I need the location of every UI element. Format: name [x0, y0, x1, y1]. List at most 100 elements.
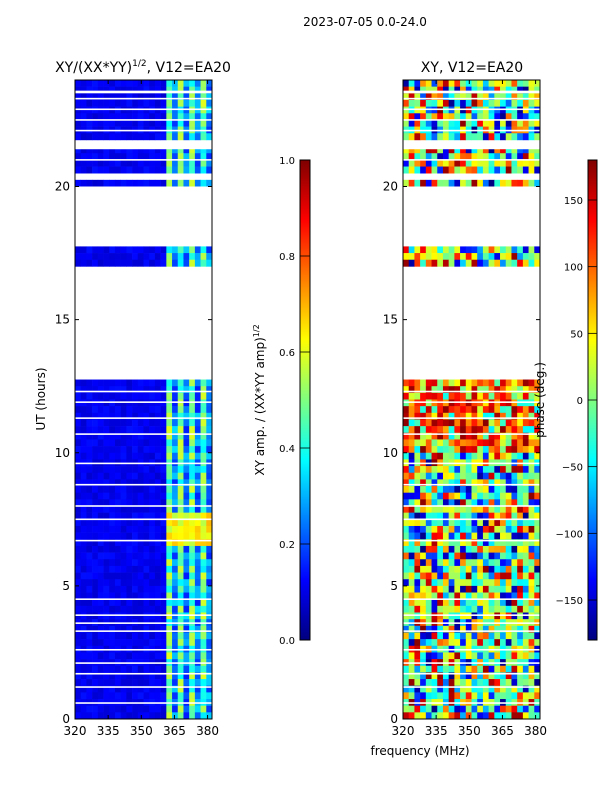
right-heat-cell: [431, 499, 438, 507]
left-heat-cell: [200, 512, 207, 520]
left-heat-cell: [177, 446, 184, 454]
left-heat-cell: [206, 93, 213, 101]
left-heat-cell: [103, 585, 110, 593]
right-heat-cell: [488, 113, 495, 121]
left-heatmap: [75, 80, 213, 720]
right-heat-cell: [505, 506, 512, 513]
left-heat-cell: [75, 605, 82, 613]
right-heat-cell: [425, 512, 432, 520]
left-heat-cell: [114, 246, 121, 254]
left-heat-cell: [177, 253, 184, 261]
left-heat-cell: [149, 392, 156, 400]
left-heat-cell: [206, 113, 213, 121]
left-heat-cell: [132, 592, 139, 600]
left-heat-cell: [86, 705, 93, 713]
left-heat-cell: [143, 499, 150, 507]
right-heat-cell: [500, 625, 507, 633]
left-heat-cell: [86, 119, 93, 127]
right-heat-cell: [471, 439, 478, 447]
left-heat-cell: [109, 572, 116, 580]
right-heat-cell: [505, 632, 512, 640]
left-heat-cell: [86, 592, 93, 600]
right-heat-cell: [488, 585, 495, 593]
right-heat-cell: [522, 605, 529, 613]
left-heat-cell: [126, 605, 133, 613]
left-heat-cell: [80, 119, 87, 127]
right-heat-cell: [522, 439, 529, 447]
right-heat-cell: [522, 525, 529, 533]
left-heat-cell: [126, 386, 133, 394]
left-heat-cell: [172, 472, 179, 480]
left-heat-cell: [114, 605, 121, 613]
left-heat-cell: [75, 579, 82, 587]
left-heat-cell: [120, 446, 127, 454]
left-heat-cell: [114, 426, 121, 434]
right-heat-cell: [425, 612, 432, 620]
left-heat-cell: [114, 432, 121, 440]
left-heat-cell: [143, 625, 150, 633]
right-heat-cell: [471, 605, 478, 613]
left-heat-cell: [183, 665, 190, 673]
right-heat-cell: [494, 159, 501, 167]
left-heat-cell: [149, 599, 156, 607]
right-heat-cell: [505, 712, 512, 720]
right-heat-cell: [408, 506, 415, 513]
right-x-tick-label: 350: [458, 724, 481, 738]
right-heat-cell: [403, 605, 410, 613]
right-heat-cell: [505, 80, 512, 87]
right-heat-cell: [477, 572, 484, 580]
right-heat-cell: [460, 406, 467, 414]
left-heat-cell: [177, 545, 184, 553]
left-heat-cell: [183, 86, 190, 94]
left-heat-cell: [120, 585, 127, 593]
right-heat-cell: [460, 672, 467, 680]
right-heat-cell: [437, 579, 444, 587]
right-heat-cell: [477, 639, 484, 647]
left-heat-cell: [177, 552, 184, 560]
right-heat-cell: [403, 539, 410, 547]
left-heat-cell: [143, 552, 150, 560]
right-heat-cell: [414, 439, 421, 447]
left-heat-cell: [177, 532, 184, 540]
left-heat-cell: [177, 632, 184, 640]
left-heat-cell: [103, 612, 110, 620]
left-heat-cell: [86, 179, 93, 187]
right-heat-cell: [442, 386, 449, 394]
right-heat-cell: [494, 99, 501, 107]
left-heat-cell: [103, 419, 110, 427]
left-heat-cell: [143, 246, 150, 254]
right-heat-cell: [500, 386, 507, 394]
right-heat-cell: [442, 685, 449, 693]
right-heat-cell: [460, 685, 467, 693]
left-heat-cell: [126, 439, 133, 447]
left-heat-cell: [80, 625, 87, 633]
left-heat-cell: [160, 625, 167, 633]
right-heat-cell: [528, 80, 535, 87]
right-heat-cell: [437, 486, 444, 493]
right-heat-cell: [517, 479, 524, 487]
left-heat-cell: [75, 133, 82, 141]
right-heat-cell: [454, 705, 461, 713]
right-heat-cell: [465, 439, 472, 447]
right-heat-cell: [500, 93, 507, 101]
left-heat-cell: [189, 452, 196, 460]
left-heat-cell: [137, 99, 144, 107]
left-heat-cell: [126, 426, 133, 434]
right-heat-cell: [482, 412, 489, 420]
right-heat-cell: [500, 246, 507, 254]
right-heat-cell: [465, 585, 472, 593]
right-heat-cell: [403, 525, 410, 533]
left-heat-cell: [120, 133, 127, 141]
left-heat-cell: [206, 512, 213, 520]
left-heat-cell: [97, 119, 104, 127]
left-heat-cell: [86, 399, 93, 407]
right-heat-cell: [431, 246, 438, 254]
left-heat-cell: [166, 492, 173, 500]
right-heat-cell: [437, 506, 444, 513]
left-heat-cell: [172, 679, 179, 687]
left-heat-cell: [126, 639, 133, 647]
left-heat-cell: [132, 412, 139, 420]
left-heat-cell: [200, 692, 207, 700]
right-heat-cell: [403, 492, 410, 500]
right-heat-cell: [500, 712, 507, 720]
